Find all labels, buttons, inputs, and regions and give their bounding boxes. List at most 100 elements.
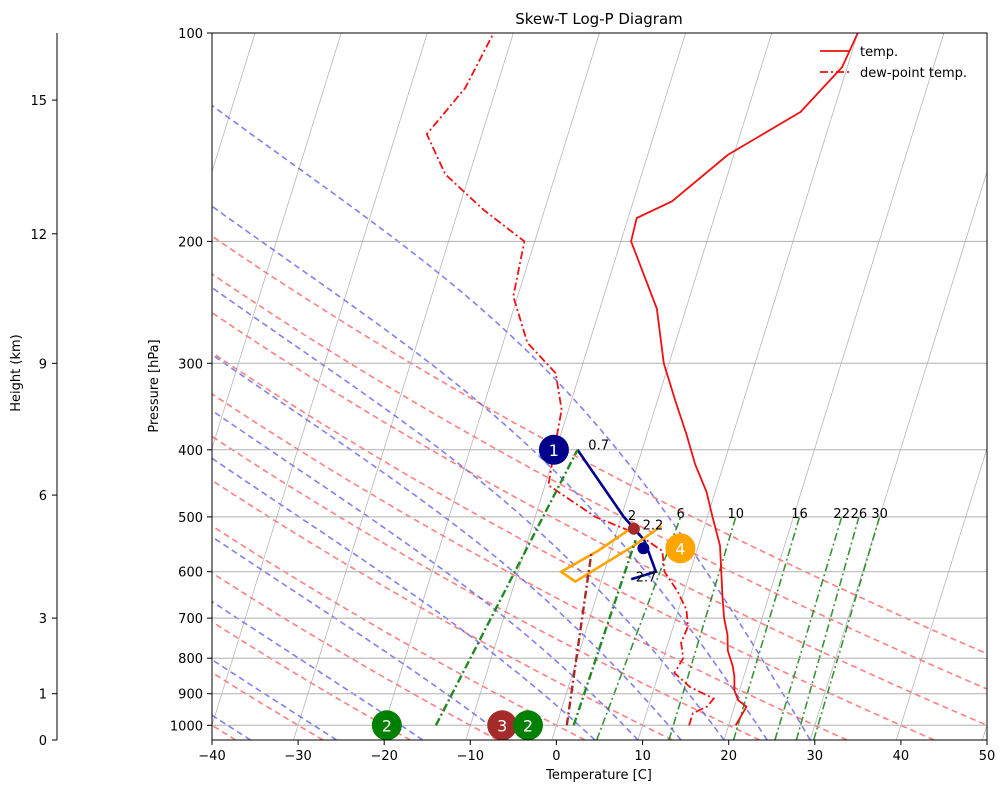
numbered-marker <box>665 533 696 564</box>
x-tick-label: 30 <box>807 749 824 764</box>
height-tick-label: 12 <box>30 228 47 243</box>
x-tick-label: −40 <box>198 749 225 764</box>
height-tick-label: 9 <box>39 357 47 372</box>
annotation-label: 2.7 <box>636 571 657 586</box>
numbered-marker <box>538 434 569 465</box>
mixing-ratio-line <box>668 516 737 740</box>
isotherm-line <box>212 33 342 450</box>
mixing-ratio-label: 22 <box>833 507 850 522</box>
moist-adiabat-line <box>212 658 338 740</box>
isotherm-line <box>723 33 945 740</box>
numbered-marker-label: 3 <box>497 716 507 735</box>
dry-adiabat-line <box>212 272 987 690</box>
x-tick-label: 50 <box>979 749 996 764</box>
chart-title: Skew-T Log-P Diagram <box>515 10 683 28</box>
parcel-path-path-2-green-b <box>572 539 637 726</box>
parcel-layer <box>434 449 663 726</box>
isotherm-line <box>895 447 987 740</box>
y-tick-label: 800 <box>178 652 203 667</box>
dry-adiabat-line <box>212 435 760 740</box>
isotherm-line <box>809 170 987 740</box>
isotherm-line <box>465 33 686 740</box>
x-axis-ticks: −40 −30 −20 −10 0 10 20 30 40 50 <box>198 740 995 764</box>
legend-dewpoint-label: dew-point temp. <box>860 66 967 81</box>
parcel-point <box>627 522 640 535</box>
series-line-temp <box>630 33 859 726</box>
y-tick-label: 200 <box>178 235 203 250</box>
x-axis-label: Temperature [C] <box>545 768 652 783</box>
x-tick-label: 10 <box>634 749 651 764</box>
plot-frame <box>211 32 988 741</box>
parcel-path-path-2-green-a <box>434 449 579 726</box>
numbered-marker-label: 1 <box>549 441 559 460</box>
x-tick-label: −30 <box>284 749 311 764</box>
y-tick-label: 700 <box>178 612 203 627</box>
x-tick-label: −10 <box>457 749 484 764</box>
x-tick-label: −20 <box>370 749 397 764</box>
isotherm-line <box>637 33 859 740</box>
legend: temp. dew-point temp. <box>820 45 967 81</box>
height-tick-label: 6 <box>39 489 47 504</box>
x-tick-label: 40 <box>893 749 910 764</box>
y-tick-label: 600 <box>178 566 203 581</box>
pressure-axis-ticks: 100 200 300 400 500 600 700 800 900 1000 <box>170 27 212 734</box>
height-tick-label: 1 <box>39 688 47 703</box>
legend-temp-label: temp. <box>860 45 898 60</box>
mixing-ratio-line <box>812 516 881 740</box>
x-tick-label: 0 <box>552 749 560 764</box>
background-lines <box>212 33 987 740</box>
parcel-point <box>637 542 650 555</box>
moist-adiabat-line <box>212 457 596 740</box>
annotation-label: 0.7 <box>588 439 609 454</box>
y-tick-label: 400 <box>178 444 203 459</box>
mixing-ratio-label: 30 <box>871 507 888 522</box>
dry-adiabat-line <box>212 479 673 740</box>
moist-adiabat-line <box>212 353 682 740</box>
y-tick-label: 500 <box>178 511 203 526</box>
moist-adiabat-line <box>212 104 811 740</box>
numbered-marker-label: 2 <box>382 716 392 735</box>
mixing-ratio-line <box>774 516 843 740</box>
isotherm-line <box>212 33 256 173</box>
mixing-ratio-line <box>732 516 801 740</box>
y-axis-label: Pressure [hPa] <box>147 339 162 432</box>
mixing-ratio-label: 10 <box>728 507 745 522</box>
height-tick-label: 0 <box>39 734 47 749</box>
height-axis-ticks: 0 1 3 6 9 12 15 <box>30 94 57 749</box>
height-tick-label: 15 <box>30 94 47 109</box>
parcel-path-path-1 <box>576 449 658 581</box>
y-tick-label: 100 <box>178 27 203 42</box>
dry-adiabat-line <box>212 235 987 655</box>
mixing-ratio-labels: 6 10 16 22 26 30 <box>677 507 888 522</box>
moist-adiabat-line <box>212 205 768 740</box>
numbered-marker <box>487 710 518 741</box>
numbered-marker <box>513 710 543 741</box>
moist-adiabat-line <box>212 535 510 740</box>
mixing-ratio-label: 26 <box>851 507 868 522</box>
dry-adiabat-line <box>212 392 848 740</box>
annotation-label: 2 <box>628 509 636 524</box>
parcel-path-path-4 <box>558 524 663 584</box>
parcel-path-path-3-brown <box>565 550 593 726</box>
annotation-label: 2.2 <box>643 519 664 534</box>
isotherm-line <box>379 33 600 740</box>
annotation-layer: 0.7 2 2.2 2.7 <box>588 439 663 586</box>
dry-adiabat-line <box>212 311 987 727</box>
y-tick-label: 900 <box>178 688 203 703</box>
numbered-marker-label: 2 <box>523 716 533 735</box>
moist-adiabat-line <box>212 286 725 740</box>
mixing-ratio-line <box>795 516 860 740</box>
mixing-ratio-label: 16 <box>791 507 808 522</box>
dry-adiabat-line <box>212 620 411 740</box>
marker-layer: 12 3 24 <box>371 434 696 741</box>
mixing-ratio-label: 6 <box>677 507 685 522</box>
height-tick-label: 3 <box>39 612 47 627</box>
numbered-marker-label: 4 <box>675 539 685 558</box>
y-tick-label: 300 <box>178 357 203 372</box>
height-axis-label: Height (km) <box>9 334 24 411</box>
numbered-marker <box>371 710 402 741</box>
isotherm-line <box>293 33 514 740</box>
x-tick-label: 20 <box>720 749 737 764</box>
y-tick-label: 1000 <box>170 719 203 734</box>
